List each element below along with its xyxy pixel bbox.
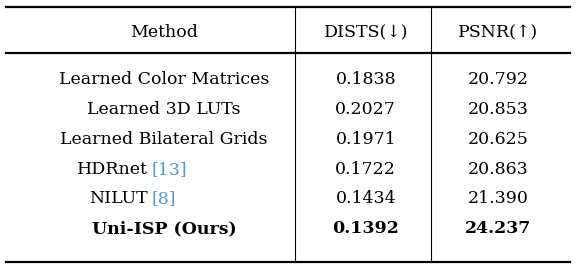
Text: 24.237: 24.237 (465, 220, 532, 237)
Text: 21.390: 21.390 (468, 190, 529, 207)
Text: 20.625: 20.625 (468, 131, 529, 148)
Text: Learned Bilateral Grids: Learned Bilateral Grids (60, 131, 268, 148)
Text: Uni-ISP (Ours): Uni-ISP (Ours) (92, 220, 237, 237)
Text: 0.2027: 0.2027 (335, 101, 396, 118)
Text: PSNR(↑): PSNR(↑) (458, 24, 539, 41)
Text: DISTS(↓): DISTS(↓) (324, 24, 408, 41)
Text: 0.1434: 0.1434 (335, 190, 396, 207)
Text: NILUT: NILUT (89, 190, 148, 207)
Text: [13]: [13] (151, 161, 187, 178)
Text: Learned 3D LUTs: Learned 3D LUTs (88, 101, 241, 118)
Text: 0.1392: 0.1392 (332, 220, 399, 237)
Text: Learned Color Matrices: Learned Color Matrices (59, 71, 270, 88)
Text: [8]: [8] (151, 190, 176, 207)
Text: 0.1971: 0.1971 (335, 131, 396, 148)
Text: Method: Method (130, 24, 198, 41)
Text: 0.1722: 0.1722 (335, 161, 396, 178)
Text: HDRnet [13]: HDRnet [13] (108, 161, 220, 178)
Text: 20.853: 20.853 (468, 101, 529, 118)
Text: 20.792: 20.792 (468, 71, 529, 88)
Text: HDRnet: HDRnet (77, 161, 148, 178)
Text: 0.1838: 0.1838 (335, 71, 396, 88)
Text: 20.863: 20.863 (468, 161, 529, 178)
